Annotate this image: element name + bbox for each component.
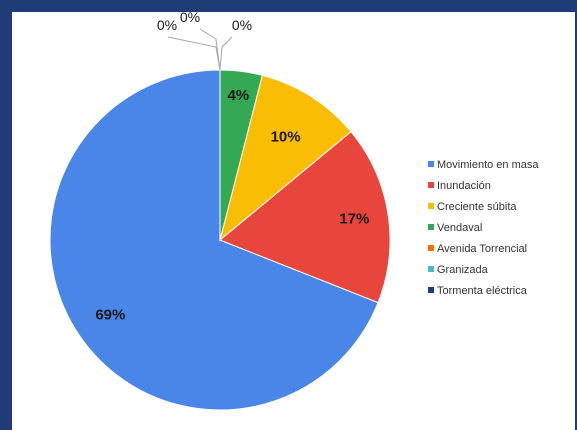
legend-swatch-creciente-subita <box>428 203 434 209</box>
legend-label-vendaval: Vendaval <box>437 222 482 234</box>
leader-line-avenida-torrencial <box>167 36 221 71</box>
data-label-tormenta-electrica: 0% <box>232 17 252 33</box>
legend-swatch-inundacion <box>428 182 434 188</box>
chart-legend: Movimiento en masa Inundación Creciente sú… <box>428 159 539 297</box>
legend-label-avenida-torrencial: Avenida Torrencial <box>437 243 527 255</box>
slice-labels: 69%17%10%4%0% 0% 0% <box>95 12 369 324</box>
data-label-vendaval: 4% <box>227 87 249 104</box>
data-label-granizada: 0% <box>180 12 200 25</box>
data-label-inundacion: 17% <box>339 211 369 228</box>
leader-line-tormenta-electrica <box>219 36 233 71</box>
pie-slices <box>49 69 391 411</box>
legend-swatch-tormenta-electrica <box>428 287 434 293</box>
legend-label-tormenta-electrica: Tormenta eléctrica <box>437 285 528 297</box>
legend-label-inundacion: Inundación <box>437 180 491 192</box>
legend-label-creciente-subita: Creciente súbita <box>437 201 517 213</box>
slice-creciente-subita <box>219 74 352 242</box>
pie-chart: 69%17%10%4%0% 0% 0% Movimiento en masaInun… <box>49 12 539 411</box>
legend-swatch-movimiento-en-masa <box>428 161 434 167</box>
legend-label-granizada: Granizada <box>437 264 489 276</box>
leader-line-granizada <box>199 28 221 71</box>
legend-swatch-granizada <box>428 266 434 272</box>
legend-swatch-vendaval <box>428 224 434 230</box>
legend-swatch-avenida-torrencial <box>428 245 434 251</box>
chart-panel: 69% 17% 10% 4% 0% 0% 0% Movimiento en masa Inun… <box>12 12 575 430</box>
slice-movimiento-en-masa <box>49 69 379 411</box>
data-label-movimiento-en-masa: 69% <box>95 307 125 324</box>
slice-inundacion <box>219 130 391 304</box>
data-label-creciente-subita: 10% <box>271 129 301 146</box>
legend-label-movimiento-en-masa: Movimiento en masa <box>437 159 539 171</box>
data-label-avenida-torrencial: 0% <box>157 17 177 33</box>
label-leaders <box>167 28 233 71</box>
